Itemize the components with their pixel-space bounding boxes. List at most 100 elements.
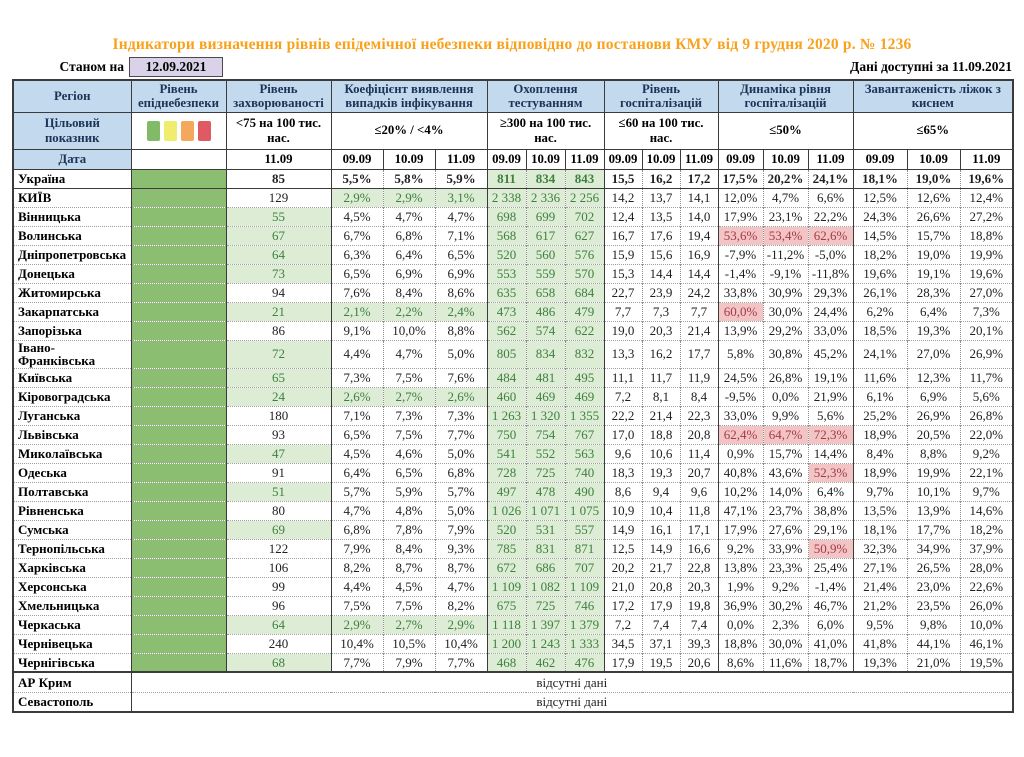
beds-cell: 19,6% xyxy=(959,168,1014,189)
region-row: Вінницька 55 4,5% 4,7% 4,7% 698 699 702 12,4 13,5… xyxy=(13,206,1014,227)
detection-cell: 2,9% xyxy=(330,187,383,208)
epidemic-level-cell xyxy=(130,633,226,654)
incidence-cell: 55 xyxy=(225,206,331,227)
region-row: Рівненська 80 4,7% 4,8% 5,0% 1 026 1 071 1 075 1… xyxy=(13,500,1014,521)
dynamics-cell: -1,4% xyxy=(807,576,854,597)
testing-cell: 635 xyxy=(486,282,527,303)
hospitalization-cell: 16,6 xyxy=(679,538,719,559)
detection-cell: 2,9% xyxy=(330,614,383,635)
epidemic-level-cell xyxy=(130,538,226,559)
beds-cell: 9,7% xyxy=(852,481,908,502)
region-name-cell: Кіровоградська xyxy=(13,386,131,407)
region-row: Тернопільська 122 7,9% 8,4% 9,3% 785 831 871 12,… xyxy=(13,538,1014,559)
testing-cell: 1 118 xyxy=(486,614,527,635)
detection-cell: 4,7% xyxy=(382,339,435,369)
epidemic-level-cell xyxy=(130,263,226,284)
testing-cell: 469 xyxy=(564,386,605,407)
beds-cell: 19,6% xyxy=(852,263,908,284)
region-name-cell: Івано-Франківська xyxy=(13,339,131,369)
no-data-cell: відсутні дані xyxy=(130,691,1014,713)
region-name-cell: Миколаївська xyxy=(13,443,131,464)
detection-cell: 7,6% xyxy=(330,282,383,303)
target-beds: ≤65% xyxy=(852,111,1014,150)
dynamics-cell: 23,3% xyxy=(762,557,809,578)
region-name-cell: Луганська xyxy=(13,405,131,426)
beds-cell: 14,5% xyxy=(852,225,908,246)
dynamics-cell: 6,0% xyxy=(807,614,854,635)
date-epidemic-empty xyxy=(130,148,227,170)
beds-cell: 12,4% xyxy=(959,187,1014,208)
region-row: Харківська 106 8,2% 8,7% 8,7% 672 686 707 20,2 21… xyxy=(13,557,1014,578)
detection-cell: 6,5% xyxy=(330,263,383,284)
testing-cell: 553 xyxy=(486,263,527,284)
dynamics-cell: -9,1% xyxy=(762,263,809,284)
beds-cell: 19,0% xyxy=(906,244,961,265)
beds-cell: 10,0% xyxy=(959,614,1014,635)
region-row: Миколаївська 47 4,5% 4,6% 5,0% 541 552 563 9,6 10… xyxy=(13,443,1014,464)
hospitalization-cell: 13,7 xyxy=(641,187,681,208)
incidence-cell: 91 xyxy=(225,462,331,483)
testing-cell: 1 243 xyxy=(525,633,566,654)
detection-cell: 4,7% xyxy=(382,206,435,227)
hospitalization-cell: 19,4 xyxy=(679,225,719,246)
epidemic-level-cell xyxy=(130,652,226,673)
beds-cell: 24,1% xyxy=(852,339,908,369)
beds-cell: 20,5% xyxy=(906,424,961,445)
detection-cell: 5,8% xyxy=(382,168,435,189)
dynamics-cell: 46,7% xyxy=(807,595,854,616)
detection-cell: 10,0% xyxy=(382,320,435,341)
dynamics-cell: 6,4% xyxy=(807,481,854,502)
beds-cell: 18,5% xyxy=(852,320,908,341)
beds-cell: 44,1% xyxy=(906,633,961,654)
testing-cell: 843 xyxy=(564,168,605,189)
hospitalization-cell: 20,2 xyxy=(603,557,643,578)
dynamics-cell: 17,9% xyxy=(717,206,764,227)
header-row-dates: Дата 11.09 09.09 10.09 11.09 09.09 10.09… xyxy=(12,148,1014,170)
dynamics-cell: 13,9% xyxy=(717,320,764,341)
region-name-cell: Запорізька xyxy=(13,320,131,341)
incidence-cell: 72 xyxy=(225,339,331,369)
beds-cell: 24,3% xyxy=(852,206,908,227)
region-row: КИЇВ 129 2,9% 2,9% 3,1% 2 338 2 336 2 256 14,2 13… xyxy=(13,187,1014,208)
testing-cell: 746 xyxy=(564,595,605,616)
region-row: Запорізька 86 9,1% 10,0% 8,8% 562 574 622 19,0 20… xyxy=(13,320,1014,341)
beds-cell: 18,1% xyxy=(852,168,908,189)
detection-cell: 2,9% xyxy=(382,187,435,208)
hospitalization-cell: 17,9 xyxy=(603,652,643,673)
column-header-incidence: Рівень захворюваності xyxy=(225,79,332,113)
beds-cell: 18,9% xyxy=(852,462,908,483)
beds-cell: 19,5% xyxy=(959,652,1014,673)
dynamics-cell: 40,8% xyxy=(717,462,764,483)
incidence-cell: 94 xyxy=(225,282,331,303)
incidence-cell: 85 xyxy=(225,168,331,189)
dynamics-cell: 1,9% xyxy=(717,576,764,597)
hospitalization-cell: 8,4 xyxy=(679,386,719,407)
region-name-cell: Сумська xyxy=(13,519,131,540)
date-cell: 09.09 xyxy=(603,148,643,170)
column-header-detection: Коефіцієнт виявлення випадків інфікуванн… xyxy=(330,79,488,113)
date-cell: 10.09 xyxy=(641,148,681,170)
dynamics-cell: 38,8% xyxy=(807,500,854,521)
dynamics-cell: 50,9% xyxy=(807,538,854,559)
testing-cell: 1 082 xyxy=(525,576,566,597)
testing-cell: 686 xyxy=(525,557,566,578)
testing-cell: 658 xyxy=(525,282,566,303)
incidence-cell: 24 xyxy=(225,386,331,407)
hospitalization-cell: 22,7 xyxy=(603,282,643,303)
column-header-hospitalization: Рівень госпіталізацій xyxy=(603,79,719,113)
dynamics-cell: 0,9% xyxy=(717,443,764,464)
beds-cell: 27,0% xyxy=(959,282,1014,303)
risk-level-legend xyxy=(130,111,227,150)
testing-cell: 476 xyxy=(564,652,605,673)
region-name-cell: Чернігівська xyxy=(13,652,131,673)
dynamics-cell: 13,8% xyxy=(717,557,764,578)
testing-cell: 725 xyxy=(525,462,566,483)
incidence-cell: 47 xyxy=(225,443,331,464)
dynamics-cell: 24,5% xyxy=(717,367,764,388)
dynamics-cell: 29,2% xyxy=(762,320,809,341)
beds-cell: 21,2% xyxy=(852,595,908,616)
column-header-epidemic-level: Рівень епіднебезпеки xyxy=(130,79,227,113)
region-row: Україна 85 5,5% 5,8% 5,9% 811 834 843 15,5 16,2 17… xyxy=(13,168,1014,189)
beds-cell: 18,8% xyxy=(959,225,1014,246)
data-available-text: Дані доступні за xyxy=(850,59,949,74)
